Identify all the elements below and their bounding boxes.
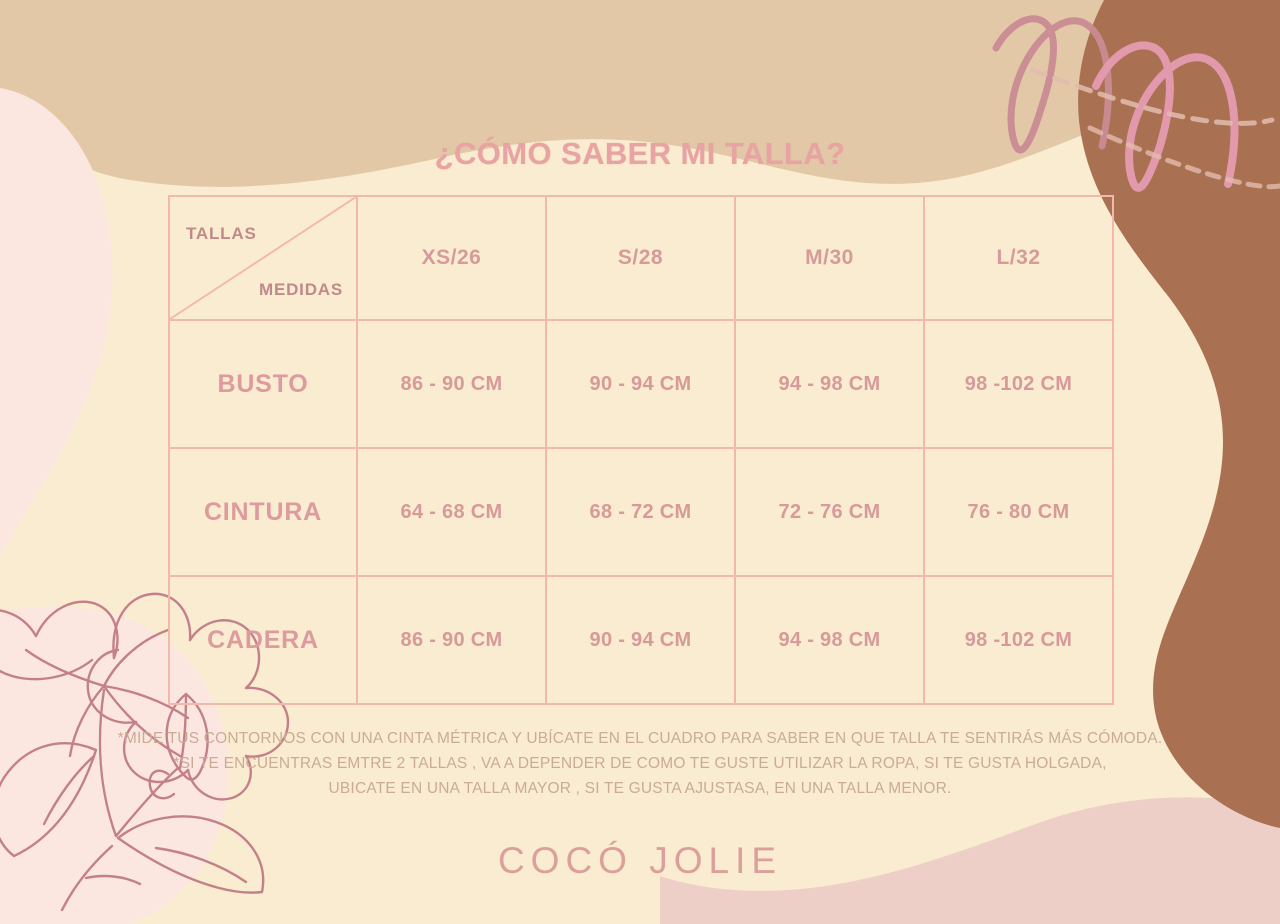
cell-cintura-l: 76 - 80 CM	[923, 447, 1114, 577]
measure-label-cadera: CADERA	[168, 575, 358, 705]
cell-busto-m: 94 - 98 CM	[734, 319, 925, 449]
cell-busto-xs: 86 - 90 CM	[356, 319, 547, 449]
size-header-m: M/30	[734, 195, 925, 321]
cell-cadera-xs: 86 - 90 CM	[356, 575, 547, 705]
cell-cadera-l: 98 -102 CM	[923, 575, 1114, 705]
footnotes: *MIDE TUS CONTORNOS CON UNA CINTA MÉTRIC…	[0, 726, 1280, 801]
cell-cintura-xs: 64 - 68 CM	[356, 447, 547, 577]
footnote-line-3: UBICATE EN UNA TALLA MAYOR , SI TE GUSTA…	[328, 780, 952, 797]
measure-label-cintura: CINTURA	[168, 447, 358, 577]
page-title: ¿CÓMO SABER MI TALLA?	[434, 136, 846, 171]
cell-busto-l: 98 -102 CM	[923, 319, 1114, 449]
corner-measures-label: MEDIDAS	[259, 280, 343, 299]
measure-label-busto: BUSTO	[168, 319, 358, 449]
size-chart-table: TALLAS MEDIDAS XS/26 S/28 M/30 L/32 BUST…	[168, 195, 1114, 705]
table-row-cadera: CADERA 86 - 90 CM 90 - 94 CM 94 - 98 CM …	[168, 575, 1114, 705]
cell-cintura-m: 72 - 76 CM	[734, 447, 925, 577]
size-header-l: L/32	[923, 195, 1114, 321]
brand-name: COCÓ JOLIE	[497, 840, 783, 881]
corner-sizes-label: TALLAS	[186, 224, 257, 243]
footnote-line-1: *MIDE TUS CONTORNOS CON UNA CINTA MÉTRIC…	[117, 730, 1163, 747]
size-header-xs: XS/26	[356, 195, 547, 321]
cell-cintura-s: 68 - 72 CM	[545, 447, 736, 577]
table-row-cintura: CINTURA 64 - 68 CM 68 - 72 CM 72 - 76 CM…	[168, 447, 1114, 577]
cell-cadera-s: 90 - 94 CM	[545, 575, 736, 705]
table-corner-cell: TALLAS MEDIDAS	[168, 195, 358, 321]
size-header-s: S/28	[545, 195, 736, 321]
cell-busto-s: 90 - 94 CM	[545, 319, 736, 449]
footnote-line-2: *SI TE ENCUENTRAS EMTRE 2 TALLAS , VA A …	[173, 755, 1107, 772]
table-header-row: TALLAS MEDIDAS XS/26 S/28 M/30 L/32	[168, 195, 1114, 321]
corner-diagonal-line	[171, 198, 355, 318]
cell-cadera-m: 94 - 98 CM	[734, 575, 925, 705]
table-row-busto: BUSTO 86 - 90 CM 90 - 94 CM 94 - 98 CM 9…	[168, 319, 1114, 449]
